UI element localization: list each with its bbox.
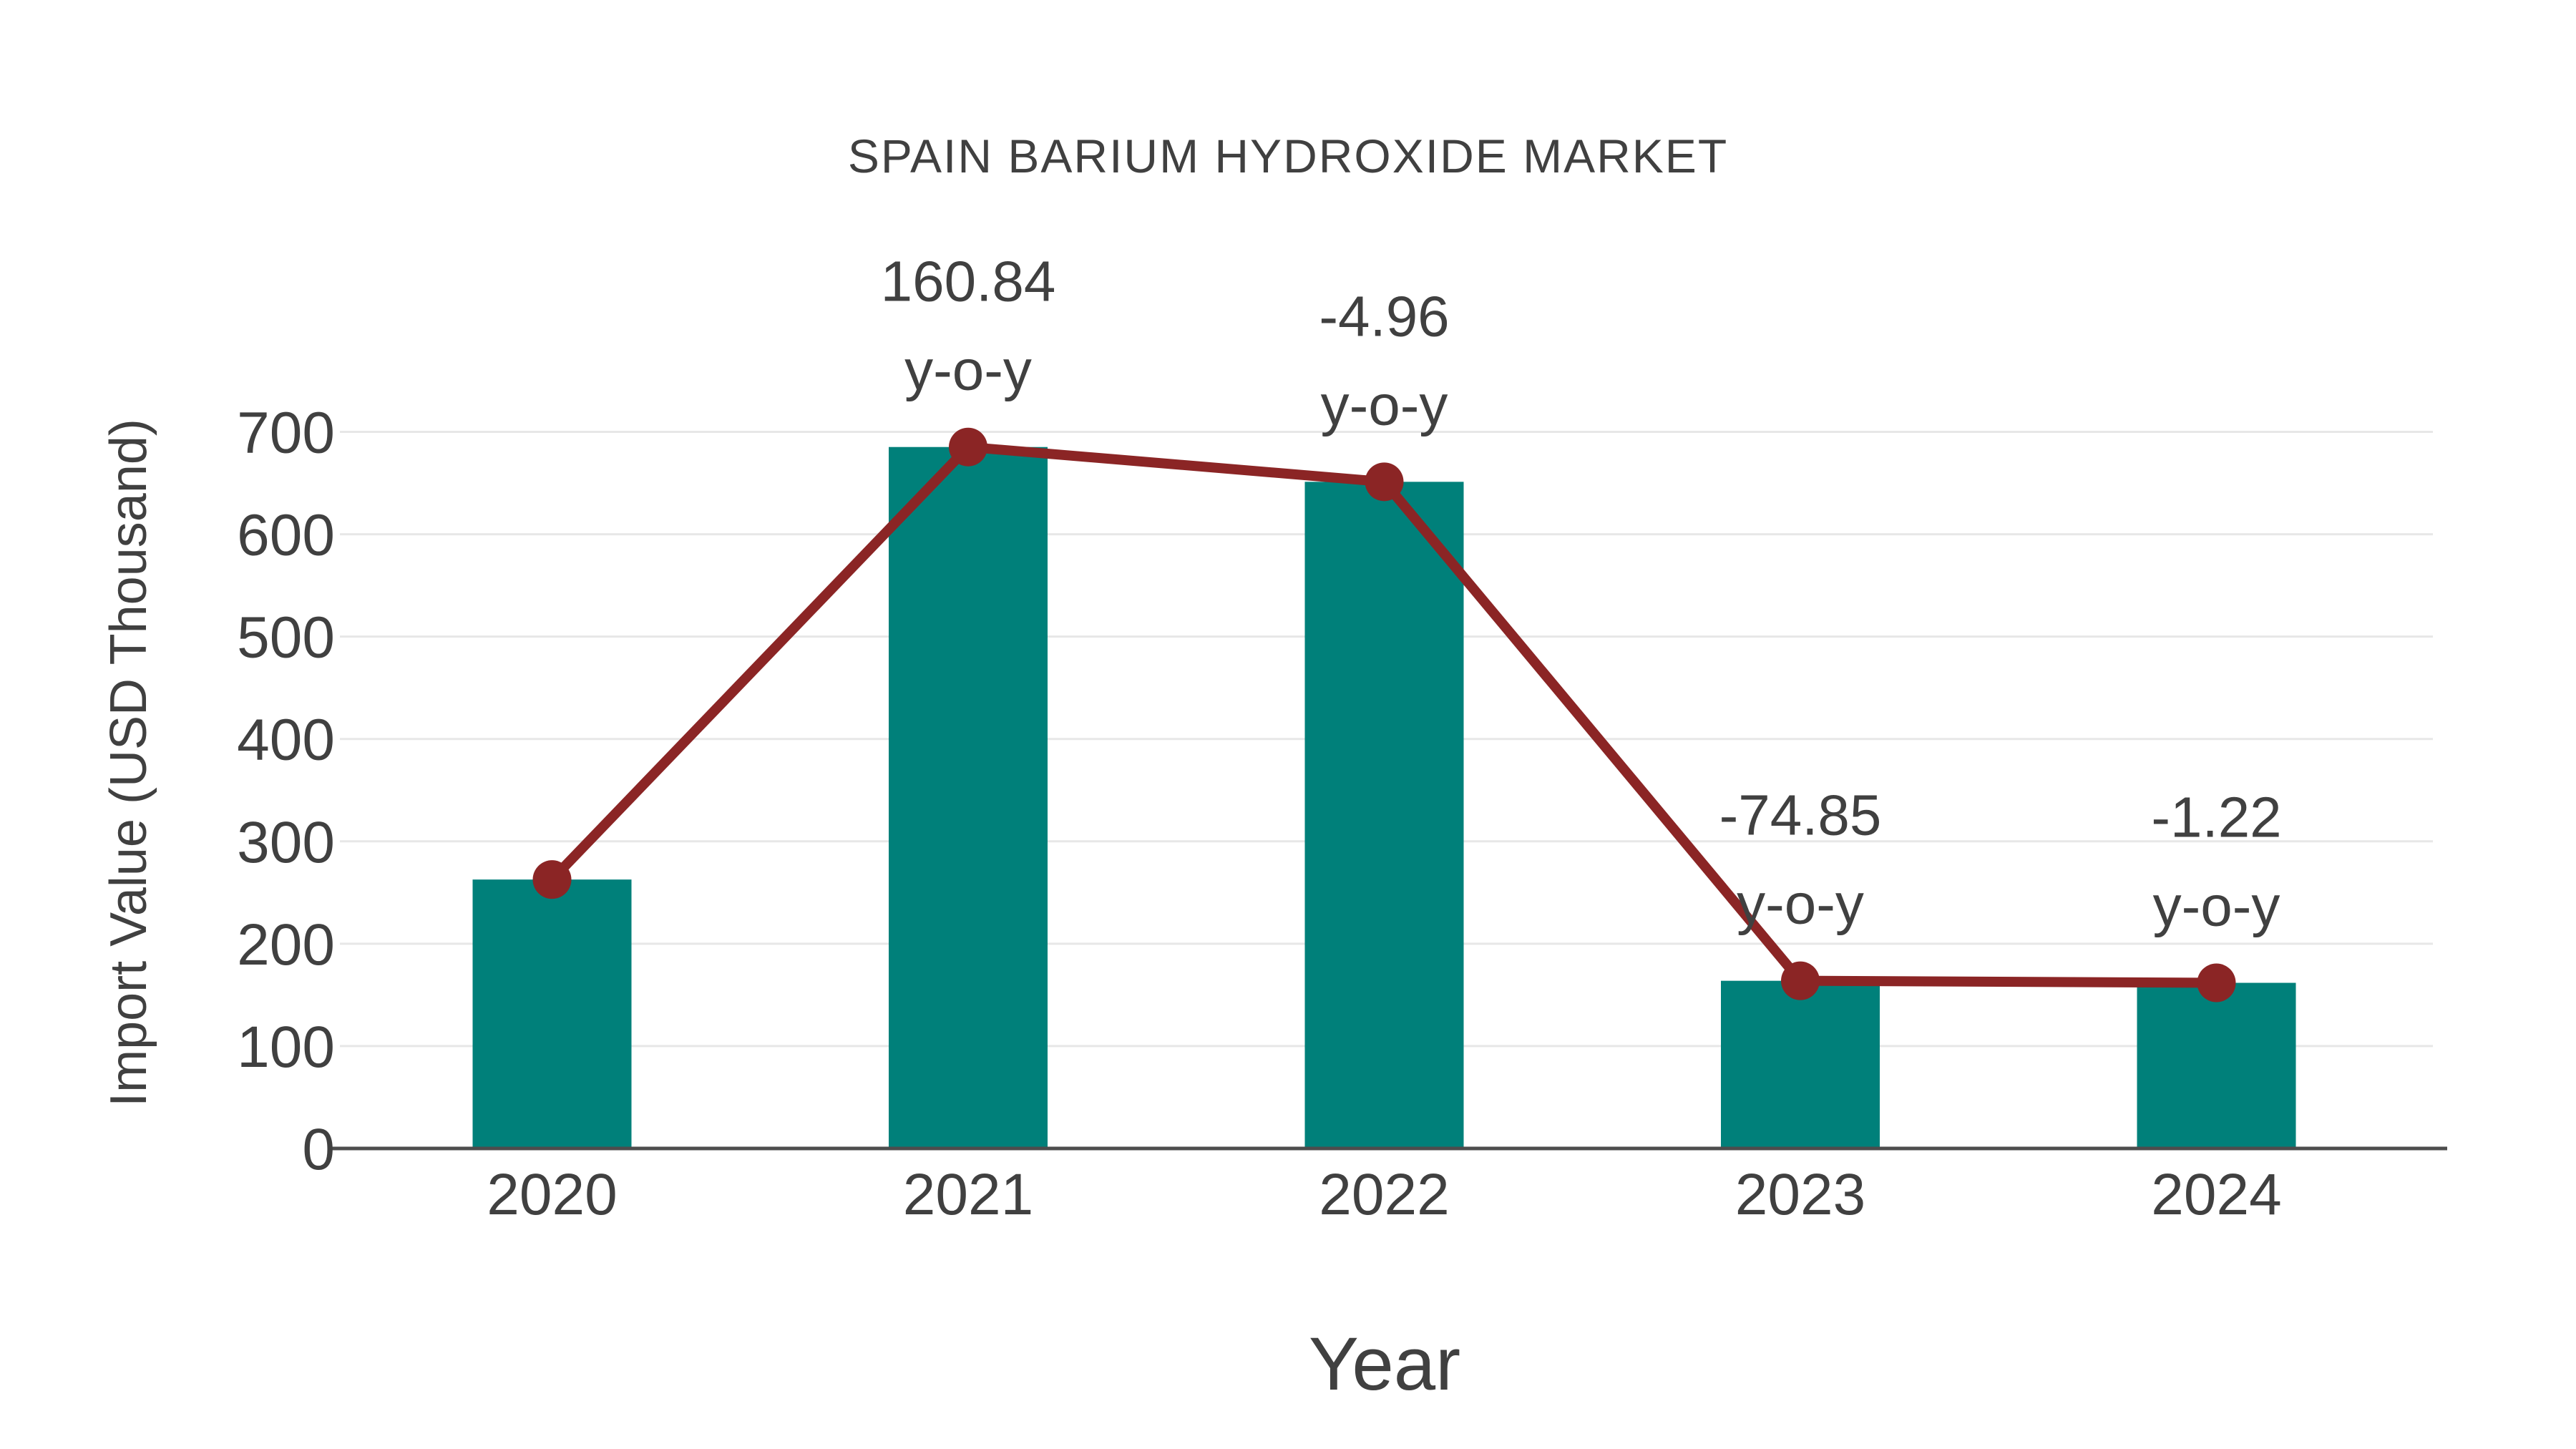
marker-2023[interactable] bbox=[1781, 961, 1820, 1000]
bar-2023[interactable] bbox=[1721, 980, 1880, 1150]
ytick-label-500: 500 bbox=[237, 605, 335, 670]
annotation-2021-value: 160.84 bbox=[881, 250, 1056, 313]
marker-2024[interactable] bbox=[2197, 963, 2236, 1002]
chart-title: SPAIN BARIUM HYDROXIDE MARKET bbox=[848, 130, 1728, 182]
marker-2022[interactable] bbox=[1365, 462, 1404, 502]
xtick-label-2022: 2022 bbox=[1319, 1162, 1449, 1227]
bar-2021[interactable] bbox=[889, 447, 1048, 1150]
annotation-2022-value: -4.96 bbox=[1319, 284, 1449, 348]
ytick-label-700: 700 bbox=[237, 401, 335, 466]
ytick-label-200: 200 bbox=[237, 912, 335, 977]
ytick-label-0: 0 bbox=[302, 1117, 335, 1182]
annotation-2023-unit: y-o-y bbox=[1737, 872, 1864, 936]
bar-2020[interactable] bbox=[472, 879, 632, 1150]
marker-2020[interactable] bbox=[532, 860, 572, 899]
x-axis-title: Year bbox=[1309, 1322, 1460, 1406]
marker-2021[interactable] bbox=[949, 427, 987, 467]
plot-area: 0 100 200 300 400 500 600 700 2020 2021 2022 2023 20… bbox=[237, 250, 2447, 1227]
ytick-label-400: 400 bbox=[237, 708, 335, 773]
xtick-label-2023: 2023 bbox=[1735, 1162, 1865, 1227]
ytick-label-300: 300 bbox=[237, 810, 335, 875]
annotation-2022-unit: y-o-y bbox=[1321, 373, 1448, 436]
annotation-2024-value: -1.22 bbox=[2151, 786, 2281, 849]
xtick-label-2021: 2021 bbox=[903, 1162, 1033, 1227]
y-axis-title: Import Value (USD Thousand) bbox=[100, 419, 157, 1107]
ytick-label-600: 600 bbox=[237, 503, 335, 568]
bar-2022[interactable] bbox=[1304, 482, 1464, 1150]
annotation-2024-unit: y-o-y bbox=[2153, 874, 2280, 938]
ytick-label-100: 100 bbox=[237, 1015, 335, 1080]
annotation-2023-value: -74.85 bbox=[1719, 784, 1882, 847]
bar-2024[interactable] bbox=[2137, 982, 2296, 1150]
xtick-label-2024: 2024 bbox=[2151, 1162, 2281, 1227]
annotation-2021-unit: y-o-y bbox=[904, 338, 1032, 402]
xtick-label-2020: 2020 bbox=[487, 1162, 617, 1227]
